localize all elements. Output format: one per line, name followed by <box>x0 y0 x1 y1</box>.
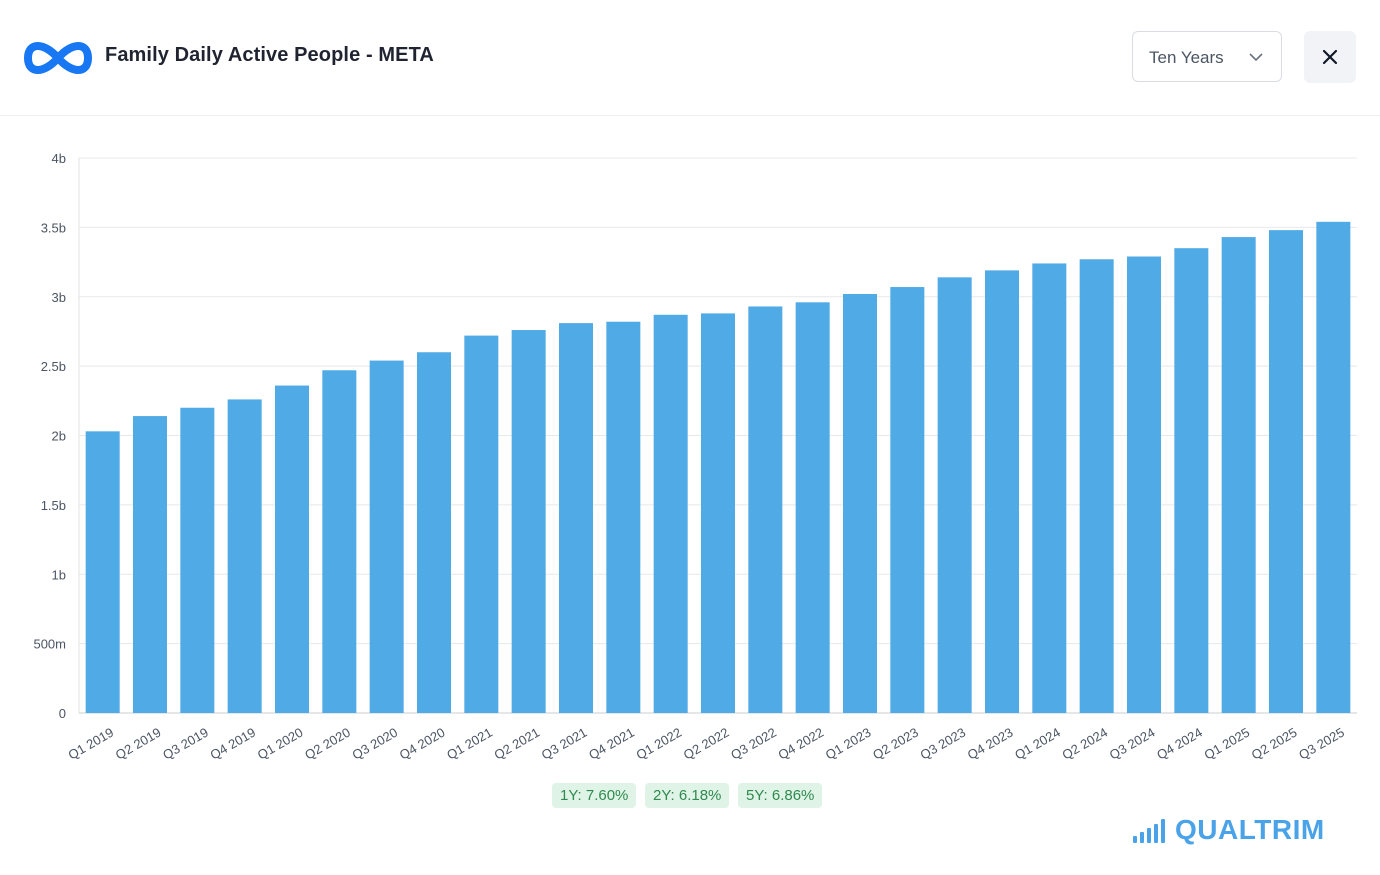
x-tick-label: Q1 2020 <box>255 725 306 763</box>
time-range-select[interactable]: Ten Years <box>1132 31 1282 82</box>
x-tick-label: Q3 2020 <box>349 725 400 763</box>
bar <box>322 370 357 713</box>
x-tick-label: Q2 2021 <box>491 725 542 763</box>
growth-pill-1y: 1Y: 7.60% <box>552 783 637 808</box>
bar <box>701 313 735 713</box>
bar <box>227 399 262 713</box>
x-tick-label: Q4 2019 <box>207 725 258 763</box>
meta-infinity-logo-icon <box>24 42 92 74</box>
signal-bars-icon <box>1133 819 1165 843</box>
close-icon <box>1322 49 1338 65</box>
x-tick-label: Q3 2022 <box>728 725 779 763</box>
bar <box>1174 248 1209 713</box>
bar <box>1079 259 1114 713</box>
x-tick-label: Q1 2019 <box>65 725 116 763</box>
x-tick-label: Q4 2024 <box>1154 725 1205 763</box>
x-tick-label: Q1 2025 <box>1201 725 1252 763</box>
bar <box>1127 256 1161 713</box>
bar <box>653 314 688 713</box>
bar <box>606 321 641 713</box>
y-tick-label: 1.5b <box>41 498 66 513</box>
x-tick-label: Q4 2023 <box>965 725 1016 763</box>
bar <box>464 335 499 713</box>
y-tick-label: 4b <box>52 151 66 166</box>
bar <box>1269 230 1303 713</box>
x-tick-label: Q1 2021 <box>444 725 495 763</box>
bar <box>133 416 167 713</box>
brand-logo[interactable]: QUALTRIM <box>1133 814 1353 846</box>
x-tick-label: Q2 2019 <box>113 725 164 763</box>
bar <box>417 352 451 713</box>
x-tick-label: Q4 2020 <box>397 725 448 763</box>
growth-pill-5y: 5Y: 6.86% <box>738 783 823 808</box>
x-tick-label: Q4 2022 <box>775 725 826 763</box>
x-tick-label: Q3 2024 <box>1107 725 1158 763</box>
y-tick-label: 2b <box>52 429 66 444</box>
x-tick-label: Q3 2023 <box>917 725 968 763</box>
bar <box>1316 221 1351 713</box>
bar <box>1032 263 1067 713</box>
x-tick-label: Q2 2025 <box>1249 725 1300 763</box>
x-tick-label: Q1 2022 <box>633 725 684 763</box>
page-title: Family Daily Active People - META <box>105 44 434 66</box>
y-tick-label: 0 <box>59 706 66 721</box>
bar <box>890 287 925 713</box>
brand-name: QUALTRIM <box>1175 814 1325 845</box>
time-range-value: Ten Years <box>1149 48 1224 67</box>
x-tick-label: Q2 2023 <box>870 725 921 763</box>
x-tick-label: Q3 2021 <box>539 725 590 763</box>
chevron-down-icon <box>1249 53 1263 62</box>
chart-header: Family Daily Active People - META Ten Ye… <box>0 0 1380 116</box>
x-tick-label: Q2 2022 <box>681 725 732 763</box>
bar <box>180 407 215 713</box>
bar <box>85 431 120 713</box>
x-tick-label: Q3 2025 <box>1296 725 1347 763</box>
bar <box>795 302 830 713</box>
y-tick-label: 500m <box>33 637 66 652</box>
bar <box>748 306 783 713</box>
y-tick-label: 2.5b <box>41 359 66 374</box>
bar <box>985 270 1019 713</box>
x-tick-label: Q4 2021 <box>586 725 637 763</box>
bar <box>275 385 309 713</box>
x-tick-label: Q3 2019 <box>160 725 211 763</box>
bar <box>559 323 593 713</box>
x-tick-label: Q1 2024 <box>1012 725 1063 763</box>
bar <box>1221 237 1256 713</box>
y-tick-label: 3b <box>52 290 66 305</box>
growth-pill-2y: 2Y: 6.18% <box>645 783 730 808</box>
bar <box>937 277 972 713</box>
y-tick-label: 3.5b <box>41 220 66 235</box>
x-tick-label: Q1 2023 <box>823 725 874 763</box>
bar <box>843 293 877 713</box>
close-button[interactable] <box>1304 31 1356 83</box>
bar <box>369 360 404 713</box>
bar <box>511 330 546 713</box>
x-tick-label: Q2 2020 <box>302 725 353 763</box>
y-tick-label: 1b <box>52 567 66 582</box>
x-tick-label: Q2 2024 <box>1059 725 1110 763</box>
